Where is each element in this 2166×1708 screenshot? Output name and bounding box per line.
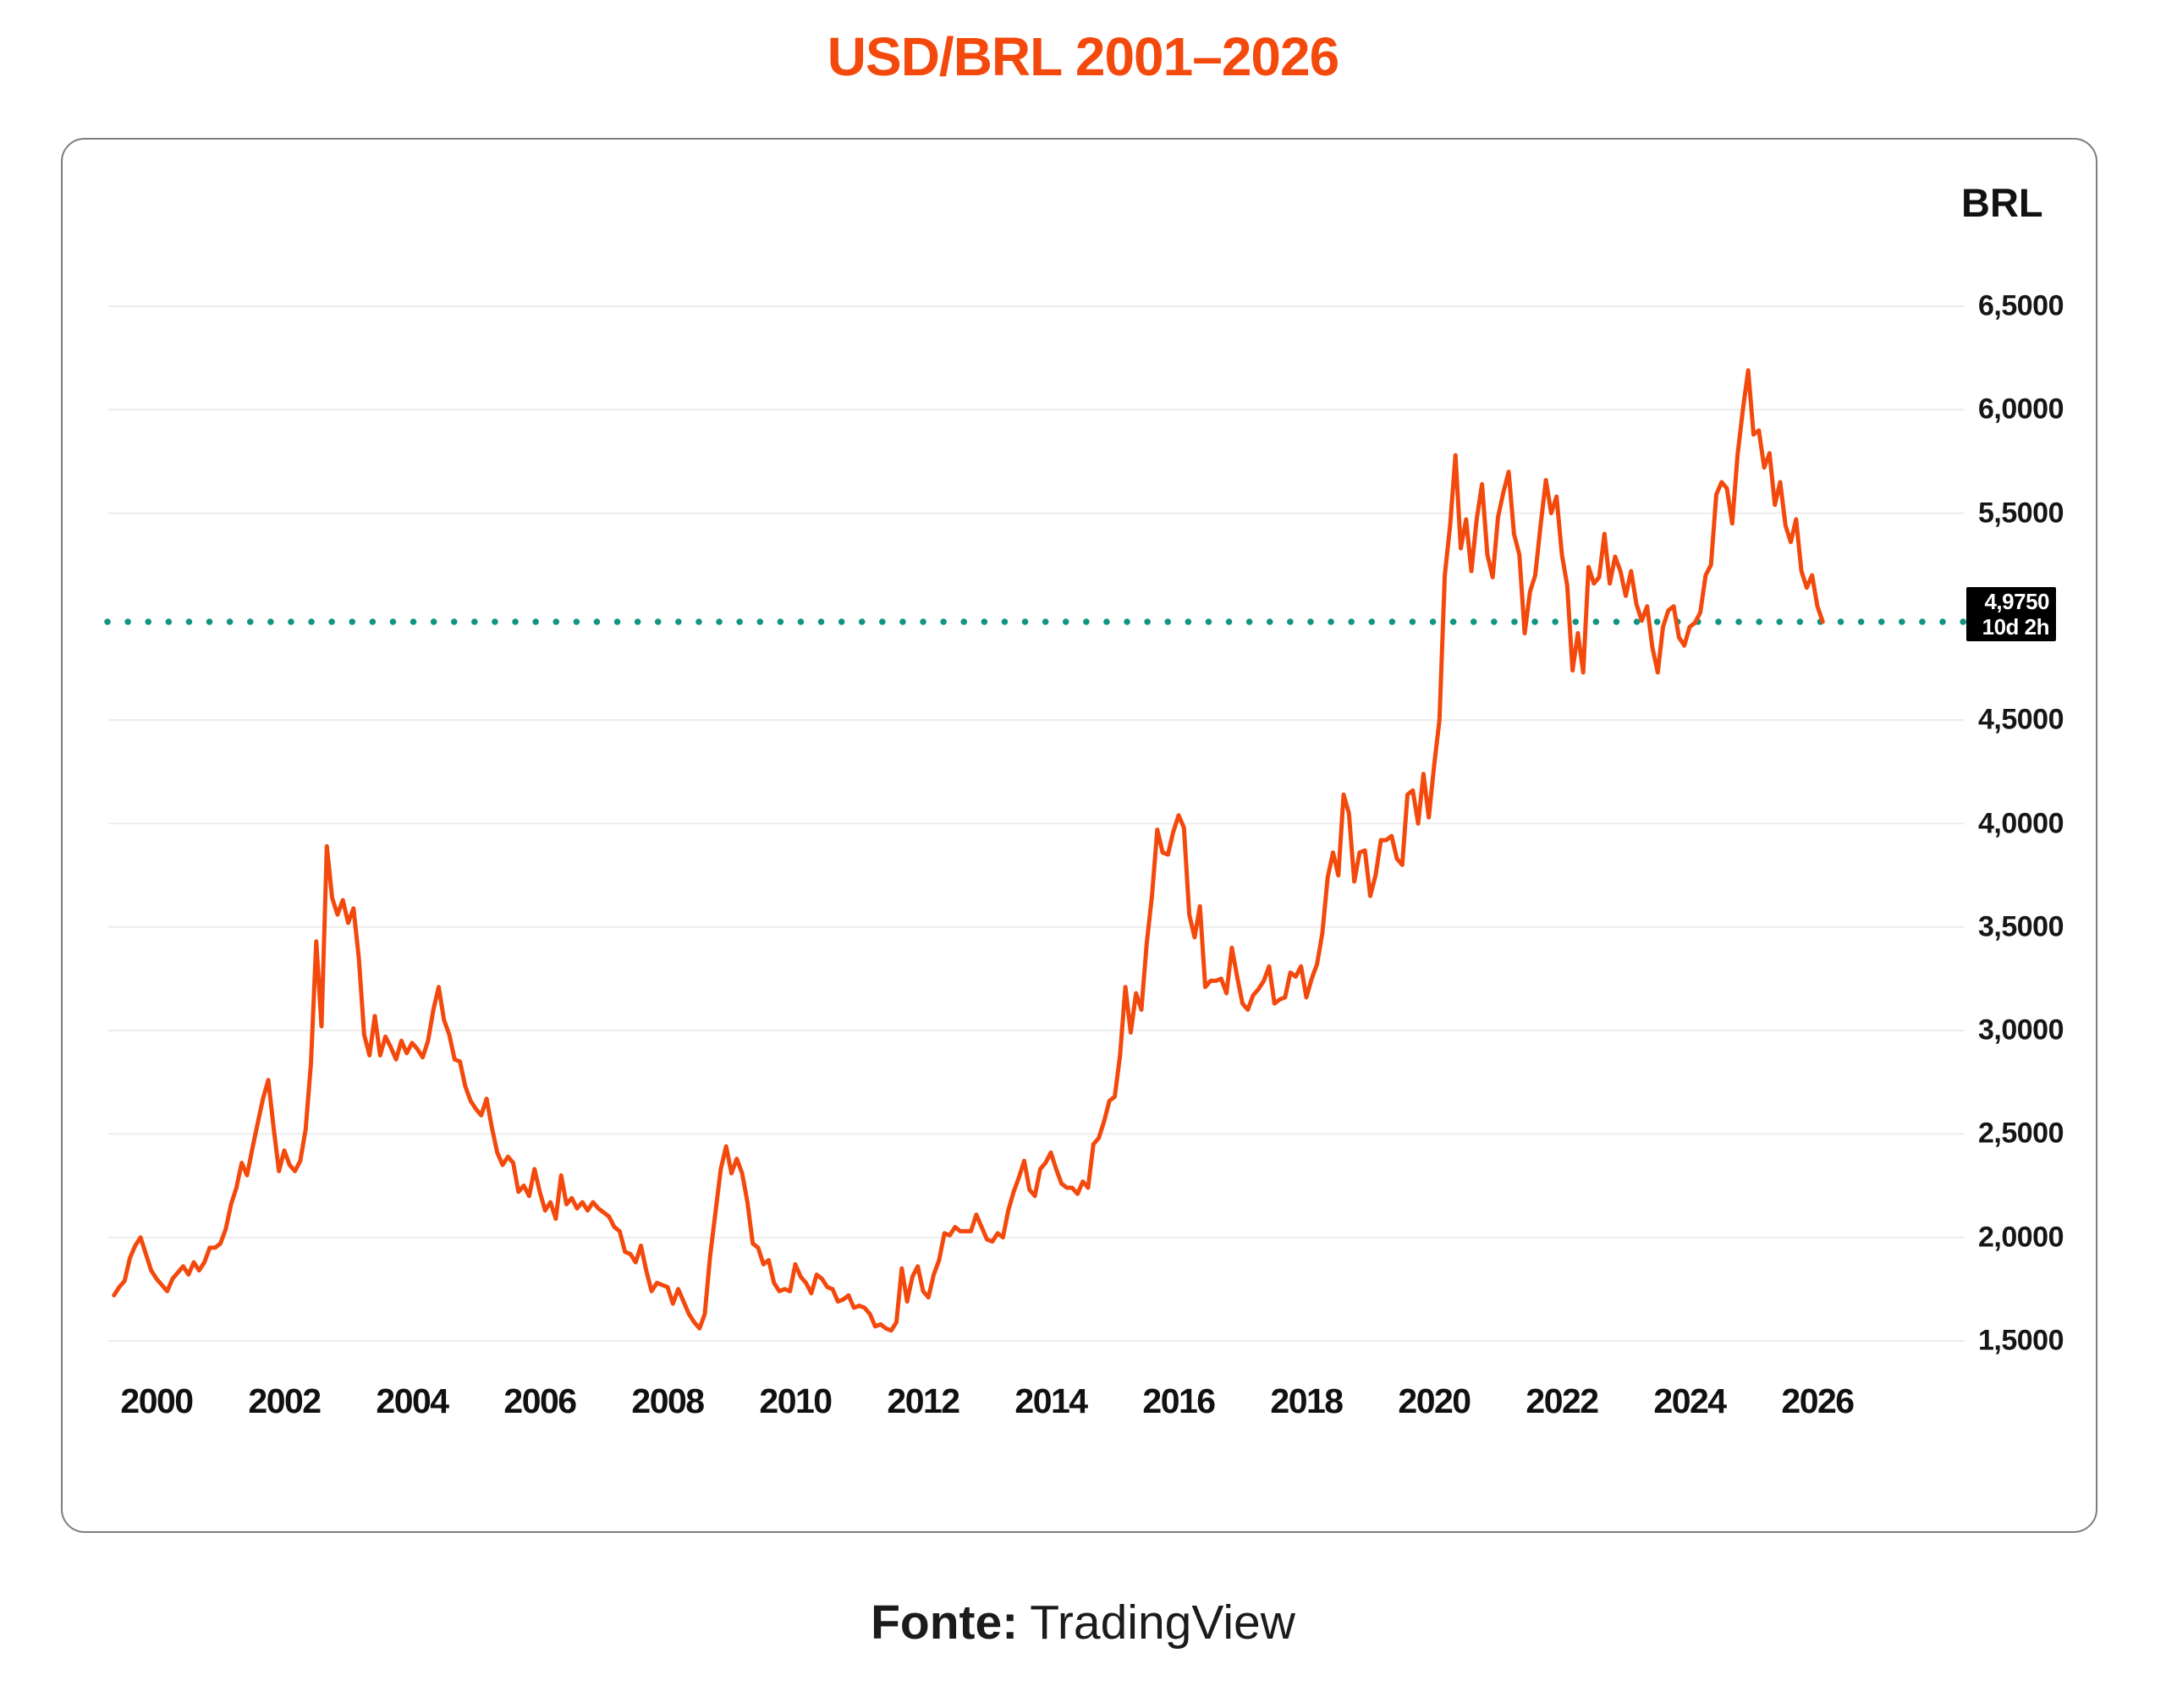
x-tick-label: 2010	[759, 1381, 833, 1420]
chart-title: USD/BRL 2001–2026	[827, 26, 1339, 87]
usdbrl-price-line	[112, 368, 1825, 1333]
x-tick-label: 2022	[1526, 1381, 1599, 1420]
chart-card	[61, 138, 2097, 1533]
current-price-tag: 4,9750 10d 2h	[1966, 587, 2056, 641]
source-name: TradingView	[1030, 1595, 1295, 1650]
source-label: Fonte:	[871, 1595, 1019, 1650]
y-tick-label: 5,5000	[1978, 497, 2064, 530]
y-tick-label: 3,0000	[1978, 1013, 2064, 1046]
x-tick-label: 2016	[1142, 1381, 1216, 1420]
x-tick-label: 2012	[887, 1381, 960, 1420]
x-tick-label: 2020	[1398, 1381, 1471, 1420]
x-tick-label: 2006	[503, 1381, 577, 1420]
y-tick-label: 3,5000	[1978, 910, 2064, 943]
y-tick-label: 2,0000	[1978, 1221, 2064, 1254]
y-tick-label: 6,5000	[1978, 289, 2064, 322]
y-axis-title: BRL	[1961, 180, 2043, 225]
x-tick-label: 2024	[1653, 1381, 1727, 1420]
y-tick-label: 2,5000	[1978, 1117, 2064, 1150]
x-tick-label: 2002	[248, 1381, 322, 1420]
source-caption: Fonte: TradingView	[0, 1595, 2166, 1650]
candle-countdown: 10d 2h	[1982, 614, 2050, 640]
y-tick-label: 4,5000	[1978, 703, 2064, 736]
current-price-value: 4,9750	[1984, 589, 2049, 614]
y-tick-label: 1,5000	[1978, 1324, 2064, 1357]
x-tick-label: 2014	[1014, 1381, 1088, 1420]
x-tick-label: 2000	[120, 1381, 194, 1420]
x-tick-label: 2018	[1270, 1381, 1344, 1420]
x-tick-label: 2004	[376, 1381, 449, 1420]
y-tick-label: 4,0000	[1978, 807, 2064, 839]
y-tick-label: 6,0000	[1978, 393, 2064, 426]
x-tick-label: 2026	[1781, 1381, 1855, 1420]
x-tick-label: 2008	[631, 1381, 705, 1420]
